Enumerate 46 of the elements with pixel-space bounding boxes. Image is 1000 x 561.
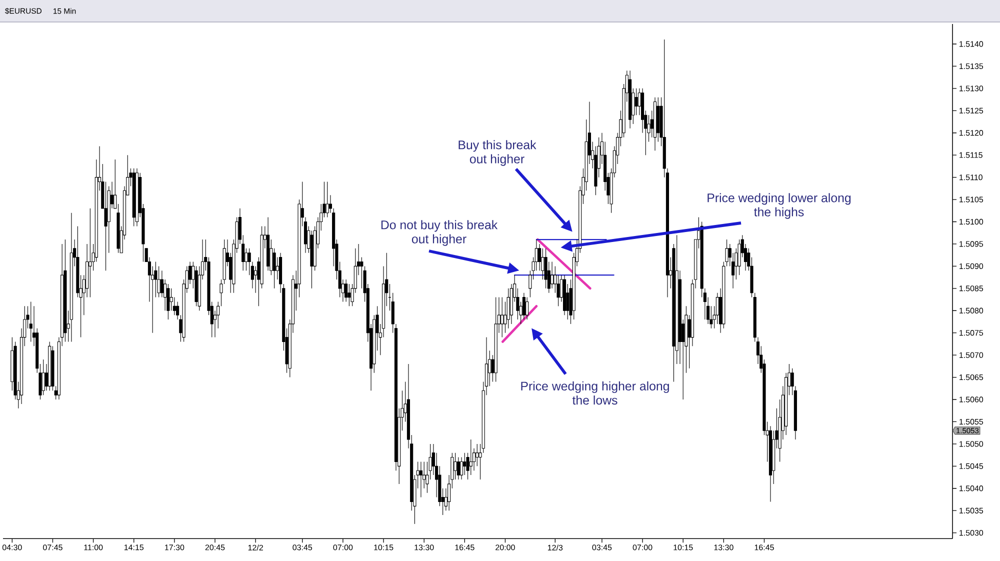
y-tick-label: 1.5100 [960,218,984,225]
x-tick-label: 13:30 [414,544,434,550]
y-tick-label: 1.5110 [960,174,982,180]
y-tick-label: 1.5055 [960,418,984,425]
y-tick-label: 1.5105 [960,196,984,202]
y-tick-label: 1.5075 [960,330,984,336]
x-tick-label: 03:45 [292,544,312,550]
y-tick-label: 1.5030 [960,530,984,536]
y-tick-label: 1.5050 [960,441,984,447]
y-tick-label: 1.5140 [960,41,984,47]
y-tick-label: 1.5090 [960,263,984,270]
y-tick-label: 1.5085 [960,286,984,292]
x-tick-label: 17:30 [165,544,184,550]
x-tick-label: 04:30 [2,544,22,550]
x-tick-label: 12/2 [248,544,263,550]
y-tick-label: 1.5125 [960,108,984,114]
y-tick-label: 1.5045 [960,463,984,470]
y-tick-label: 1.5070 [960,352,984,358]
annotation: Buy this break out higher [458,140,536,166]
x-tick-label: 10:15 [674,544,693,550]
y-tick-label: 1.5040 [960,486,984,492]
x-tick-label: 10:15 [374,544,394,550]
x-tick-label: 20:00 [496,544,515,550]
y-tick-label: 1.5065 [960,374,984,380]
x-tick-label: 07:45 [43,544,62,550]
x-tick-label: 13:30 [714,544,734,550]
y-tick-label: 1.5135 [960,63,984,70]
y-tick-label: 1.5130 [960,86,984,92]
x-tick-label: 11:00 [84,544,103,550]
x-tick-label: 16:45 [455,544,474,550]
x-tick-label: 07:00 [333,544,353,550]
x-tick-label: 14:15 [124,544,144,550]
x-tick-label: 07:00 [632,544,652,550]
annotation: Price wedging higher along the lows [521,381,669,405]
y-tick-label: 1.5060 [960,396,984,402]
y-tick-label: 1.5115 [960,152,982,158]
y-tick-label: 1.5080 [960,308,984,314]
x-tick-label: 16:45 [754,544,774,550]
y-tick-label: 1.5035 [960,508,984,514]
annotation: Price wedging lower along the highs [708,193,851,219]
x-tick-label: 12/3 [548,544,563,550]
x-tick-label: 20:45 [205,544,225,550]
annotation: Do not buy this break out higher [381,220,498,246]
x-tick-label: 03:45 [592,544,612,550]
y-tick-label: 1.5095 [960,241,984,247]
y-tick-label: 1.5120 [960,130,984,136]
